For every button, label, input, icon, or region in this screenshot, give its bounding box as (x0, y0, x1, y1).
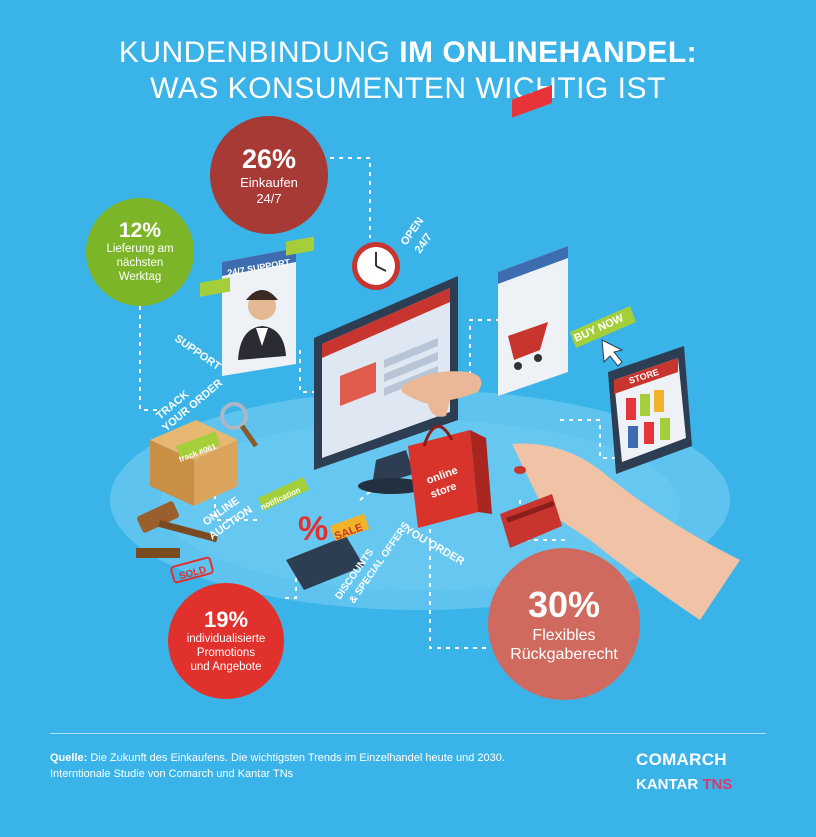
support-label: SUPPORT (172, 333, 223, 373)
title-line-1: KUNDENBINDUNG IM ONLINEHANDEL: (118, 36, 698, 69)
hand-with-card (500, 443, 740, 620)
cursor-icon (601, 339, 624, 367)
stat-next-day-delivery: 12% Lieferung am nächsten Werktag (86, 198, 194, 306)
gavel-icon (136, 501, 218, 558)
stat-shopping-247: 26% Einkaufen 24/7 (210, 116, 328, 234)
stat-label: Flexibles Rückgaberecht (510, 626, 618, 663)
shopping-bag: online store (408, 425, 492, 528)
shop-window (498, 85, 568, 396)
stat-label: Lieferung am nächsten Werktag (106, 243, 174, 283)
buy-now-button-graphic: BUY NOW (570, 306, 636, 367)
stat-label: Einkaufen 24/7 (240, 174, 298, 206)
phone-sale: % SALE (286, 510, 370, 590)
stat-flexible-returns: 30% Flexibles Rückgaberecht (488, 548, 640, 700)
stat-value: 26% (241, 143, 297, 174)
hand-from-screen (402, 371, 482, 417)
footer-divider (50, 733, 766, 734)
magnifier-icon (220, 402, 248, 430)
title-line-2: WAS KONSUMENTEN WICHTIG IST (150, 72, 666, 105)
stat-value: 12% (118, 219, 162, 243)
stat-label: individualisierte Promotions und Angebote (186, 633, 266, 673)
stat-value: 30% (527, 583, 601, 625)
tablet-store: STORE (608, 346, 692, 474)
support-window: 24/7 SUPPORT (200, 236, 314, 376)
clock-icon (352, 242, 400, 290)
source-note: Quelle: Die Zukunft des Einkaufens. Die … (50, 752, 505, 780)
stat-personalized-promotions: 19% individualisierte Promotions und Angeb… (168, 583, 284, 699)
kantar-tns-logo: KANTAR TNS (636, 776, 733, 793)
stat-value: 19% (203, 607, 249, 633)
comarch-logo: COMARCH (636, 750, 727, 769)
parcel-box: track #061 (150, 402, 259, 506)
percent-sign: % (298, 510, 328, 548)
computer-monitor (314, 276, 458, 494)
